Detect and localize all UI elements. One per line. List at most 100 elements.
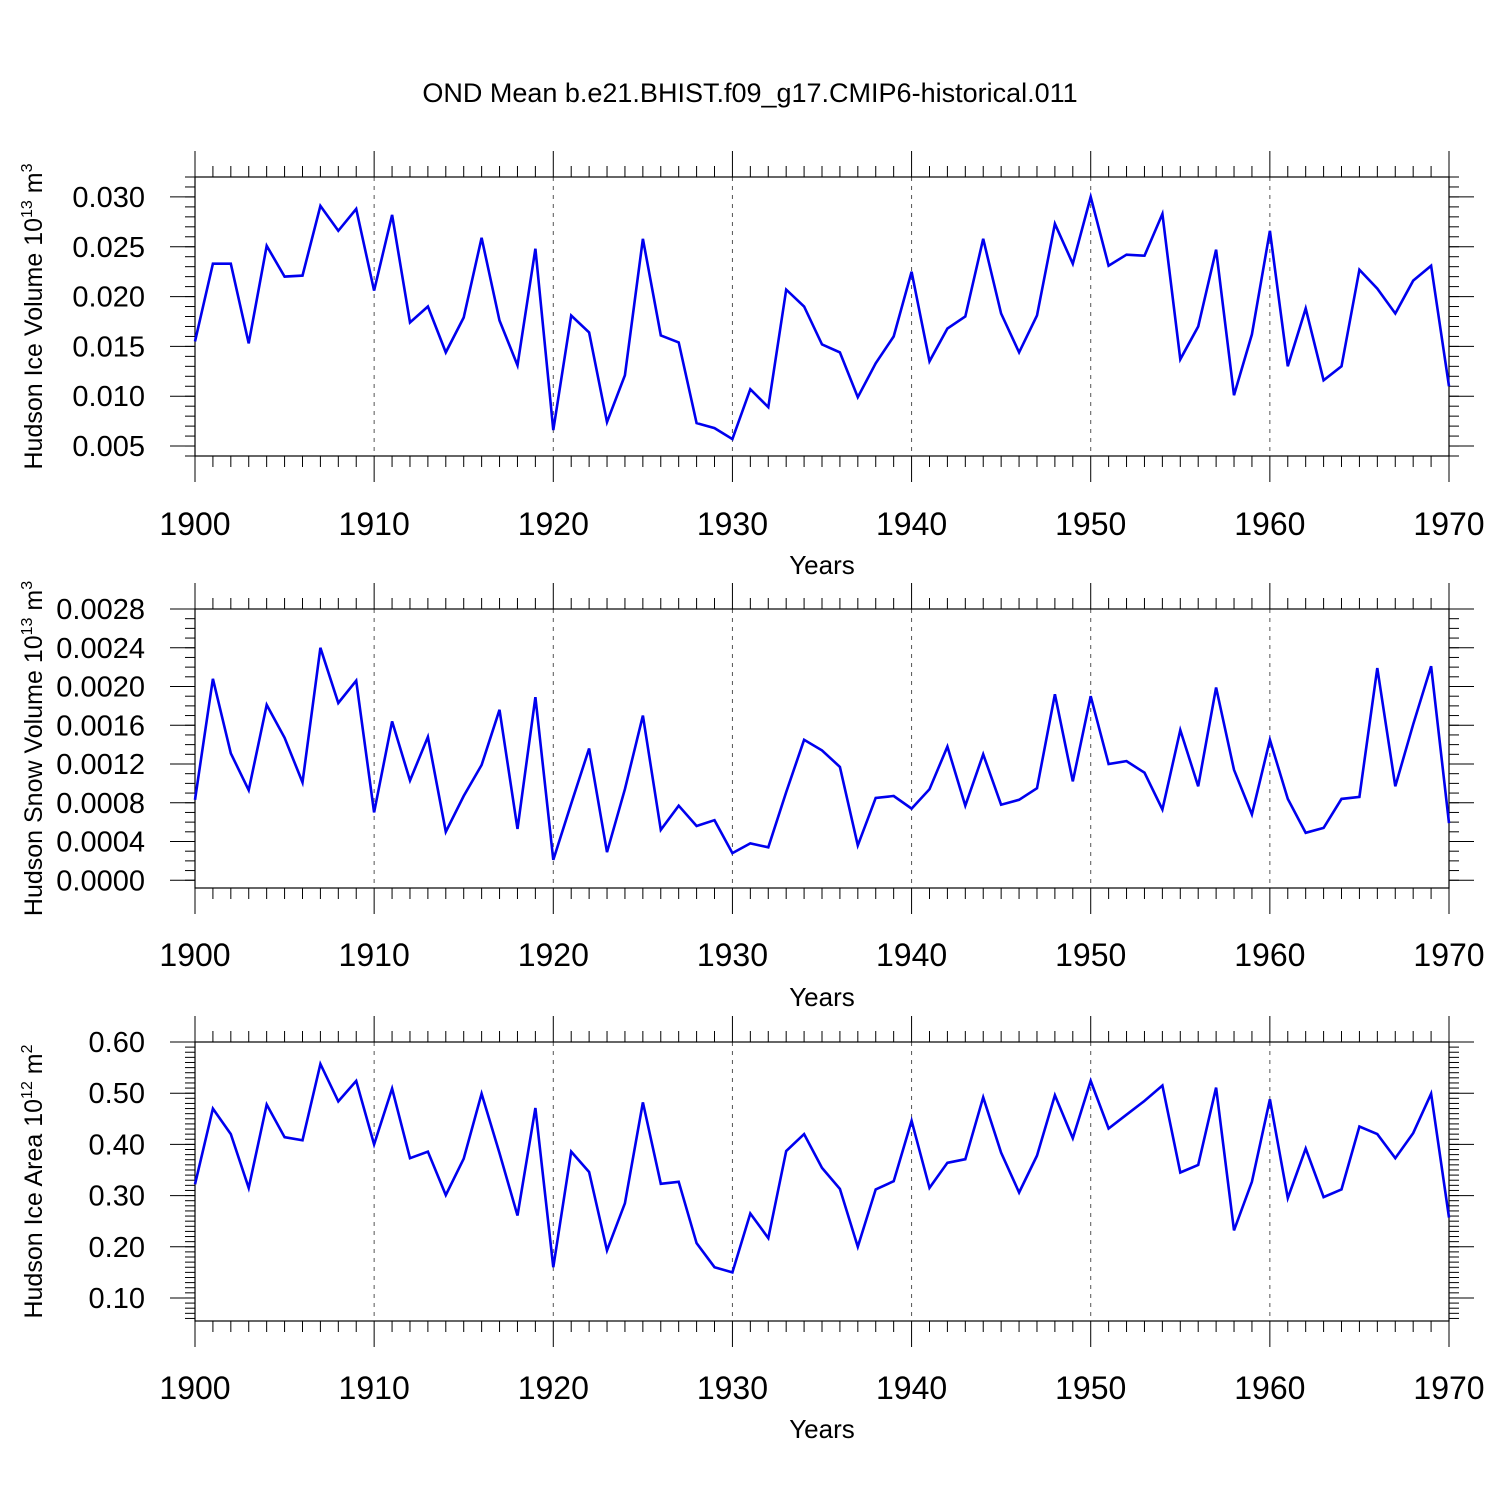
x-tick-label: 1950 bbox=[1055, 1370, 1126, 1406]
data-point bbox=[247, 341, 251, 345]
data-point bbox=[1375, 287, 1379, 291]
data-point bbox=[999, 312, 1003, 316]
data-point bbox=[462, 1157, 466, 1161]
data-point bbox=[945, 326, 949, 330]
data-point bbox=[730, 437, 734, 441]
data-point bbox=[300, 1138, 304, 1142]
data-point bbox=[372, 1142, 376, 1146]
data-point bbox=[623, 1201, 627, 1205]
data-point bbox=[963, 1157, 967, 1161]
y-tick-label: 0.0016 bbox=[56, 710, 145, 742]
y-axis-label-unit-exponent: 3 bbox=[19, 163, 36, 172]
data-point bbox=[1107, 1127, 1111, 1131]
data-point bbox=[838, 765, 842, 769]
data-point bbox=[1447, 821, 1451, 825]
y-tick-label: 0.015 bbox=[72, 331, 145, 363]
data-point bbox=[1035, 786, 1039, 790]
data-point bbox=[318, 1062, 322, 1066]
data-point bbox=[1214, 248, 1218, 252]
data-point bbox=[354, 1079, 358, 1083]
data-point bbox=[300, 274, 304, 278]
y-axis-label: Hudson Ice Area 1012 m2 bbox=[19, 1044, 48, 1318]
y-tick-label: 0.20 bbox=[89, 1232, 145, 1264]
data-point bbox=[480, 763, 484, 767]
plot-frame bbox=[194, 1041, 1450, 1322]
data-point bbox=[390, 1087, 394, 1091]
data-point bbox=[193, 1182, 197, 1186]
data-point bbox=[229, 1132, 233, 1136]
x-tick-label: 1940 bbox=[876, 937, 947, 973]
data-point bbox=[892, 334, 896, 338]
data-point bbox=[1393, 312, 1397, 316]
data-point bbox=[283, 736, 287, 740]
data-point bbox=[1160, 212, 1164, 216]
series-line bbox=[193, 191, 1451, 442]
data-point bbox=[802, 1132, 806, 1136]
data-point bbox=[462, 315, 466, 319]
data-point bbox=[569, 1150, 573, 1154]
data-point bbox=[1375, 1132, 1379, 1136]
x-tick-label: 1900 bbox=[159, 1370, 230, 1406]
data-point bbox=[408, 320, 412, 324]
series-line bbox=[193, 1060, 1451, 1275]
data-point bbox=[856, 843, 860, 847]
y-tick-label: 0.40 bbox=[89, 1129, 145, 1161]
data-point bbox=[533, 695, 537, 699]
data-point bbox=[1447, 384, 1451, 388]
data-point bbox=[659, 333, 663, 337]
data-point bbox=[1411, 279, 1415, 283]
data-point bbox=[551, 1265, 555, 1269]
data-point bbox=[713, 818, 717, 822]
data-point bbox=[892, 794, 896, 798]
data-point bbox=[713, 1265, 717, 1269]
data-point bbox=[1286, 1196, 1290, 1200]
y-axis-label: Hudson Snow Volume 1013 m3 bbox=[19, 581, 48, 916]
data-point bbox=[1178, 728, 1182, 732]
data-point bbox=[677, 804, 681, 808]
data-point bbox=[1322, 1195, 1326, 1199]
data-point bbox=[927, 359, 931, 363]
y-axis-label: Hudson Ice Volume 1013 m3 bbox=[19, 163, 48, 469]
x-axis-label: Years bbox=[789, 982, 855, 1012]
data-point bbox=[1268, 1097, 1272, 1101]
data-point bbox=[426, 1150, 430, 1154]
data-point bbox=[981, 1095, 985, 1099]
data-point bbox=[1447, 1216, 1451, 1220]
x-tick-label: 1910 bbox=[339, 506, 410, 542]
data-point bbox=[587, 747, 591, 751]
data-point bbox=[498, 708, 502, 712]
data-point bbox=[695, 421, 699, 425]
data-point bbox=[1250, 332, 1254, 336]
chart-panel-1: 0.005 0.010 0.015 0.020 0.025 0.030 1900 1910 19… bbox=[19, 151, 1485, 580]
data-point bbox=[515, 363, 519, 367]
data-point bbox=[533, 1106, 537, 1110]
y-tick-label: 0.60 bbox=[89, 1027, 145, 1059]
y-axis-label-text: Hudson Ice Volume 10 bbox=[20, 218, 48, 470]
data-point bbox=[605, 1248, 609, 1252]
data-point bbox=[945, 745, 949, 749]
y-tick-label: 0.0008 bbox=[56, 788, 145, 820]
data-point bbox=[265, 1102, 269, 1106]
x-tick-label: 1900 bbox=[159, 506, 230, 542]
data-point bbox=[426, 305, 430, 309]
data-point bbox=[1393, 784, 1397, 788]
data-point bbox=[1053, 692, 1057, 696]
data-point bbox=[193, 798, 197, 802]
data-point bbox=[1035, 314, 1039, 318]
data-point bbox=[193, 339, 197, 343]
data-point bbox=[229, 262, 233, 266]
data-point bbox=[1322, 826, 1326, 830]
data-point bbox=[1160, 1084, 1164, 1088]
data-point bbox=[802, 738, 806, 742]
y-axis-label-unit: m bbox=[20, 590, 48, 618]
data-point bbox=[874, 796, 878, 800]
y-tick-label: 0.020 bbox=[72, 282, 145, 314]
y-axis-label-exponent: 13 bbox=[19, 200, 36, 218]
data-point bbox=[766, 405, 770, 409]
data-point bbox=[677, 340, 681, 344]
data-point bbox=[1411, 1131, 1415, 1135]
data-point bbox=[1035, 1154, 1039, 1158]
data-point bbox=[551, 428, 555, 432]
data-point bbox=[1053, 222, 1057, 226]
data-point bbox=[910, 807, 914, 811]
